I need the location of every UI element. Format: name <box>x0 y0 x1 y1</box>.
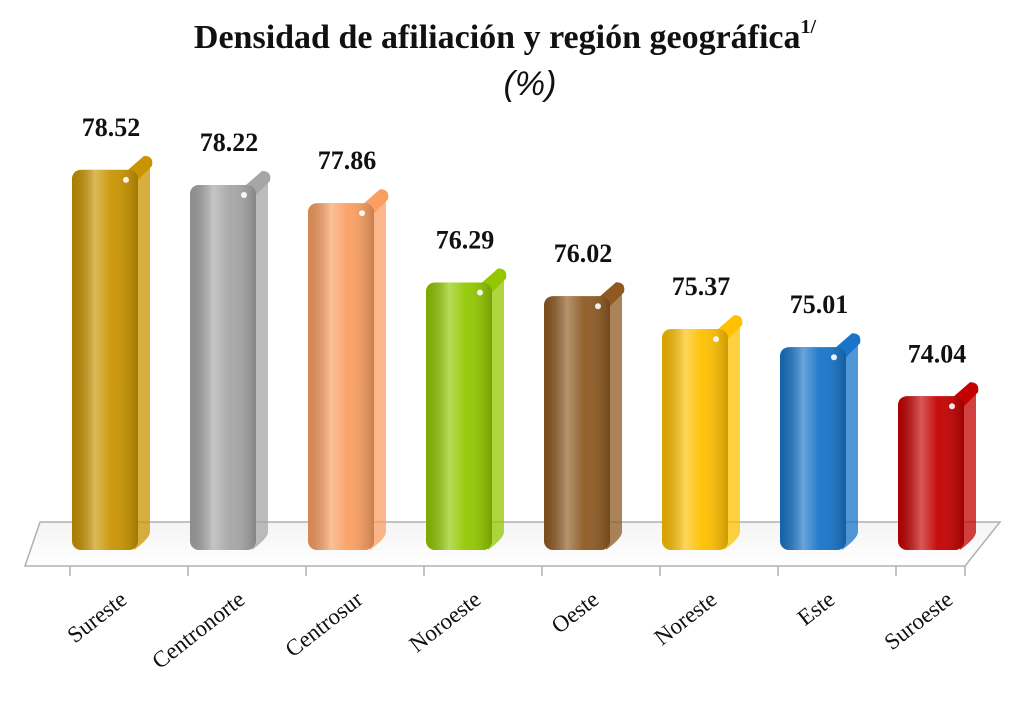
bar-highlight <box>359 210 365 217</box>
bar-shine <box>308 203 374 550</box>
value-label: 76.29 <box>436 226 495 255</box>
value-label: 77.86 <box>318 146 377 175</box>
bars: 78.52 Sureste 78.22 Centronorte 77.86 Centros… <box>63 113 979 674</box>
x-tick-label: Noreste <box>650 586 722 650</box>
value-label: 75.37 <box>672 272 731 301</box>
chart-title: Densidad de afiliación y región geográfi… <box>194 16 817 56</box>
bar-shine <box>190 184 256 550</box>
bar-shine <box>426 282 492 550</box>
value-label: 75.01 <box>790 290 849 319</box>
value-label: 78.52 <box>82 113 141 142</box>
bar-shine <box>544 296 610 550</box>
bar-highlight <box>831 354 837 361</box>
x-tick-label: Centronorte <box>147 586 249 673</box>
bar-highlight <box>123 176 129 183</box>
bar-shine <box>662 329 728 550</box>
x-tick-label: Noroeste <box>405 586 486 657</box>
bar-highlight <box>713 336 719 343</box>
value-label: 78.22 <box>200 128 259 157</box>
title-superscript: 1/ <box>801 16 817 38</box>
bar-highlight <box>477 289 483 296</box>
bar-highlight <box>241 191 247 198</box>
bar-shine <box>72 169 138 551</box>
bar-highlight <box>595 303 601 310</box>
bar-highlight <box>949 403 955 410</box>
value-label: 74.04 <box>908 339 967 368</box>
value-label: 76.02 <box>554 239 613 268</box>
title: Densidad de afiliación y región geográfi… <box>194 19 801 56</box>
x-tick-label: Este <box>793 586 840 630</box>
subtitle: (%) <box>504 65 557 103</box>
x-tick-label: Suroeste <box>880 586 958 654</box>
x-tick-label: Centrosur <box>280 586 367 662</box>
bar-shine <box>898 396 964 550</box>
bar-shine <box>780 347 846 550</box>
x-tick-label: Sureste <box>63 586 132 647</box>
x-tick-label: Oeste <box>547 586 604 638</box>
